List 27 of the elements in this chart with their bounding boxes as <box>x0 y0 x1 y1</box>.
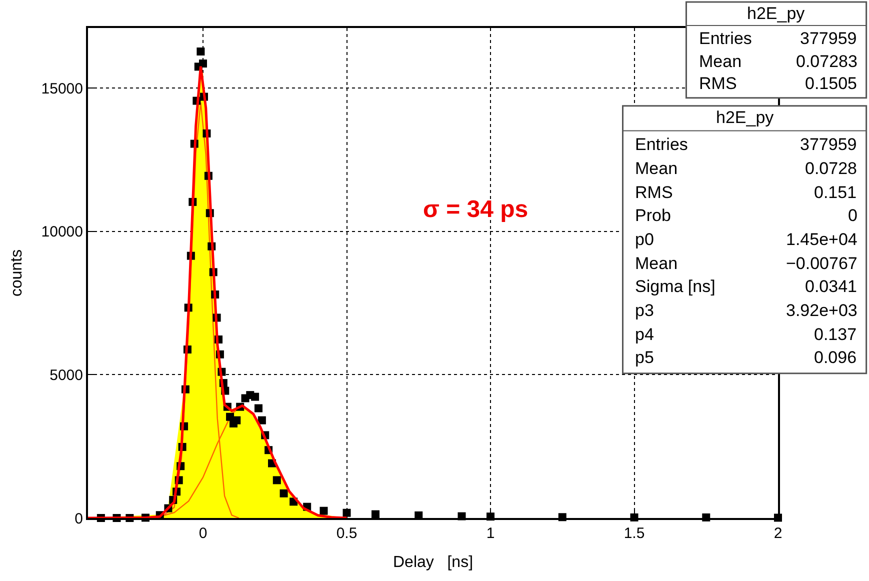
annotation: σ = 34 ps <box>423 196 528 223</box>
text: p4 0.137 <box>635 325 857 344</box>
x-tick-label: 1 <box>486 525 495 542</box>
y-tick-label: 0 <box>74 510 83 528</box>
text: Entries 377959 <box>699 29 857 48</box>
text: p0 1.45e+04 <box>635 230 858 249</box>
text: p3 3.92e+03 <box>635 301 858 320</box>
text: RMS 0.1505 <box>699 74 857 93</box>
x-tick-label: 2 <box>774 525 782 542</box>
x-tick-label: 0.5 <box>336 525 358 542</box>
y-tick-label: 10000 <box>41 224 83 241</box>
y-tick-label: 15000 <box>41 80 83 98</box>
text: p5 0.096 <box>635 348 857 367</box>
x-tick-label: 1.5 <box>624 525 645 542</box>
text: h2E_py <box>747 4 806 23</box>
text: RMS 0.151 <box>635 183 857 202</box>
text: Mean −0.00767 <box>635 254 858 273</box>
text: Mean 0.07283 <box>699 52 858 71</box>
text: Sigma [ns] 0.0341 <box>635 277 857 296</box>
text: Entries 377959 <box>635 135 857 154</box>
text: Prob 0 <box>635 206 858 225</box>
text: Mean 0.0728 <box>635 159 857 178</box>
x-axis-title: Delay [ns] <box>392 554 474 572</box>
y-tick-label: 5000 <box>50 366 83 384</box>
x-tick-label: 0 <box>198 525 208 542</box>
y-axis-title: counts <box>8 249 26 297</box>
annotation: h2E_py <box>716 108 774 127</box>
